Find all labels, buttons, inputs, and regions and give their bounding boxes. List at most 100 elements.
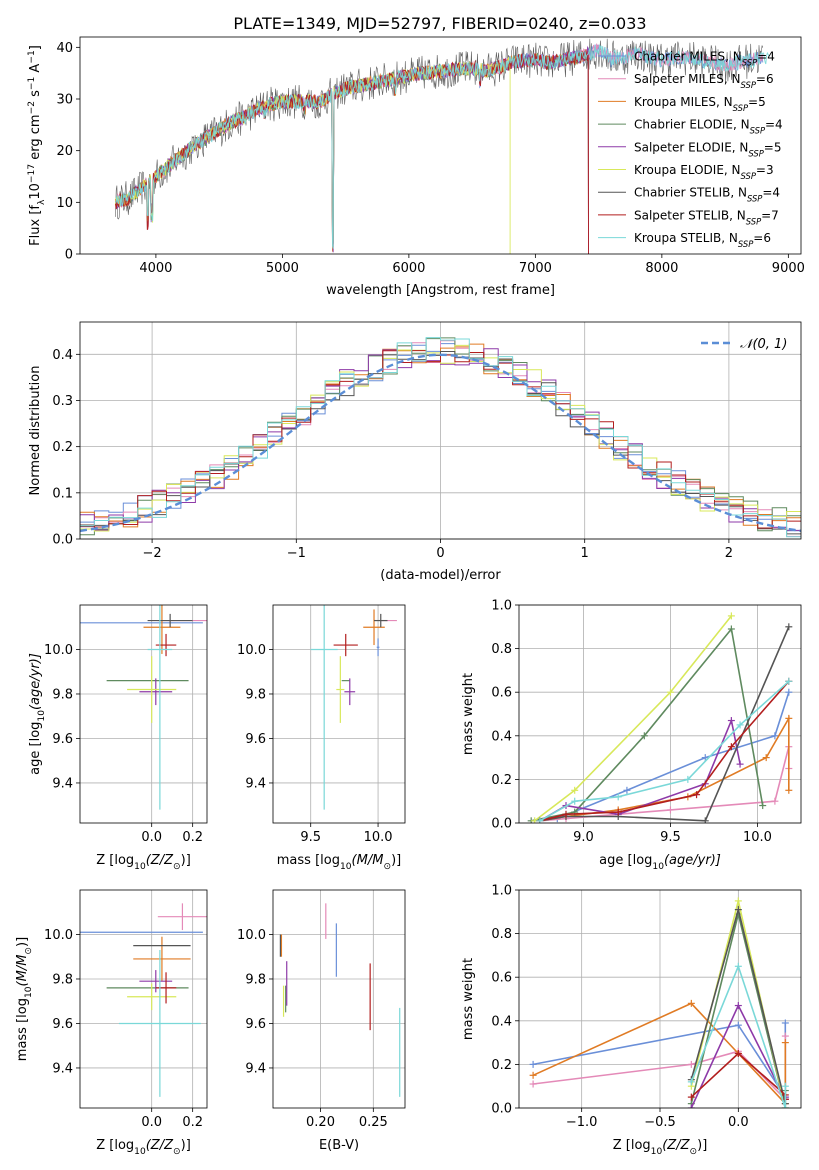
y-tick-label: 0.0 [491, 1102, 512, 1117]
y-axis-label-part: s [28, 90, 43, 101]
y-axis-label-part: λ [37, 199, 47, 205]
legend-entry: Kroupa ELODIE, NSSP=3 [634, 163, 774, 181]
x-axis-label: Z [log10(Z/Z⊙)] [96, 1138, 191, 1157]
weight-series-2 [539, 715, 790, 822]
x-tick-label: 1 [581, 546, 589, 561]
y-axis-label-part: −1 [27, 50, 37, 63]
y-axis-label-part: (M/M [15, 955, 30, 987]
legend-sub: SSP [733, 103, 749, 113]
y-axis-label-part: −2 [27, 101, 37, 114]
legend-suffix: =4 [762, 186, 780, 200]
legend-sub: SSP [742, 58, 758, 68]
legend-entry: 𝒩(0, 1) [740, 337, 787, 352]
weight-series-5 [534, 615, 733, 822]
y-tick-label: 9.8 [245, 687, 266, 702]
y-axis-label-part: −17 [27, 164, 37, 183]
legend-sub: SSP [746, 216, 762, 226]
legend-sub: SSP [741, 171, 757, 181]
x-axis-label-part: )] [391, 853, 401, 868]
y-tick-label: 20 [56, 144, 73, 159]
x-axis-label-part: 10 [652, 862, 664, 872]
gaussian-curve [80, 353, 801, 533]
x-axis-label-part: mass [log [277, 853, 340, 868]
x-axis-label-part: 10 [340, 862, 352, 872]
mass-ebv-axes: 0.20 0.25 9.4 9.6 9.8 10.0 E(B-V) [237, 889, 406, 1153]
y-tick-label: 9.6 [52, 732, 73, 747]
plot-area [279, 903, 401, 1097]
y-tick-label: 9.8 [245, 972, 266, 987]
x-tick-label: −1.0 [566, 1115, 598, 1130]
x-tick-label: 0.0 [141, 830, 162, 845]
x-tick-label: 0.20 [306, 1115, 335, 1130]
axes-frame [79, 36, 802, 255]
legend-suffix: =7 [761, 208, 779, 222]
x-tick-label: 8000 [645, 261, 678, 276]
x-axis-label-part: Z [log [613, 1138, 651, 1153]
weight-age-axes: 9.0 9.5 10.0 0.0 0.2 0.4 0.6 0.8 1.0 age [log10(a… [461, 599, 802, 872]
plot-area [80, 903, 207, 1097]
weight-series-2 [532, 1002, 787, 1106]
x-axis-label-part: 10 [134, 862, 146, 872]
y-tick-label: 9.6 [52, 1017, 73, 1032]
x-axis-label: age [log10(age/yr)] [599, 853, 721, 872]
age-z-axes: 0.0 0.29.49.69.810.0Z [log10(Z/Z⊙)]age [l… [28, 604, 208, 872]
legend-sub: SSP [747, 194, 763, 204]
legend-suffix: =4 [765, 118, 783, 132]
y-tick-label: 10 [56, 196, 73, 211]
legend-entry: Kroupa STELIB, NSSP=6 [634, 231, 771, 249]
histogram-series-8 [80, 337, 801, 539]
axes-frame [79, 889, 208, 1109]
x-axis-label: (data-model)/error [380, 568, 501, 583]
legend-suffix: =6 [756, 72, 774, 86]
legend-sub: SSP [741, 80, 757, 90]
axes-frame [79, 604, 208, 824]
x-axis-label-part: 10 [134, 1147, 146, 1157]
x-axis-label-part: (M/M [352, 853, 384, 868]
legend-entry: Chabrier MILES, NSSP=4 [634, 50, 775, 68]
legend-text: Salpeter STELIB, N [634, 208, 746, 222]
x-axis-label-part: )] [181, 853, 191, 868]
x-axis-label: Z [log10(Z/Z⊙)] [96, 853, 191, 872]
weight-series-8 [539, 680, 790, 822]
y-axis-label-part: ] [28, 45, 43, 50]
legend-text: Salpeter ELODIE, N [634, 140, 748, 154]
legend-suffix: =5 [764, 140, 782, 154]
plot-area [310, 605, 397, 810]
y-tick-label: 0.3 [52, 394, 73, 409]
x-axis-label: Z [log10(Z/Z⊙)] [613, 1138, 708, 1157]
y-axis-label-part: A [28, 64, 43, 77]
legend-entry: Kroupa MILES, NSSP=5 [634, 95, 766, 113]
weight-series-1 [533, 1036, 787, 1102]
legend-suffix: =6 [753, 231, 771, 245]
y-axis-label-part: )] [15, 937, 30, 947]
plot-area [80, 605, 207, 810]
x-axis-label-part: age [log [599, 853, 652, 868]
legend-entry: Salpeter ELODIE, NSSP=5 [634, 140, 782, 158]
y-axis-label-part: Flux [f [28, 205, 43, 246]
y-tick-label: 10.0 [44, 643, 73, 658]
y-tick-label: 0 [65, 248, 73, 263]
mass-z-axes: 0.0 0.29.49.69.810.0Z [log10(Z/Z⊙)]mass [… [15, 889, 208, 1157]
legend-suffix: =3 [756, 163, 774, 177]
x-tick-label: −0.5 [644, 1115, 676, 1130]
x-axis-label-part: (Z/Z [146, 853, 174, 868]
legend-sub: SSP [738, 239, 754, 249]
age-mass-axes: 9.5 10.0 9.4 9.6 9.8 10.0 mass [log10(M/M⊙)] [237, 604, 406, 872]
x-axis-label-part: )] [181, 1138, 191, 1153]
y-tick-label: 10.0 [44, 928, 73, 943]
x-tick-label: 0 [436, 546, 444, 561]
y-tick-label: 9.6 [245, 1017, 266, 1032]
legend-entry: Salpeter MILES, NSSP=6 [634, 72, 774, 90]
y-axis-label-part: 10 [28, 183, 43, 200]
x-tick-label: 9.0 [573, 830, 594, 845]
x-tick-label: −2 [143, 546, 162, 561]
x-axis-label-part: (Z/Z [146, 1138, 174, 1153]
legend-text: Chabrier STELIB, N [634, 186, 747, 200]
y-tick-label: 30 [56, 93, 73, 108]
y-tick-label: 9.4 [245, 1061, 266, 1076]
x-axis-label: wavelength [Angstrom, rest frame] [326, 283, 555, 298]
spectrum-axes: 4000 5000 6000 7000 8000 9000 0 10 20 30 40 wavelen… [27, 36, 805, 298]
y-tick-label: 0.6 [491, 686, 512, 701]
x-axis-label-part: ⊙ [383, 862, 391, 872]
